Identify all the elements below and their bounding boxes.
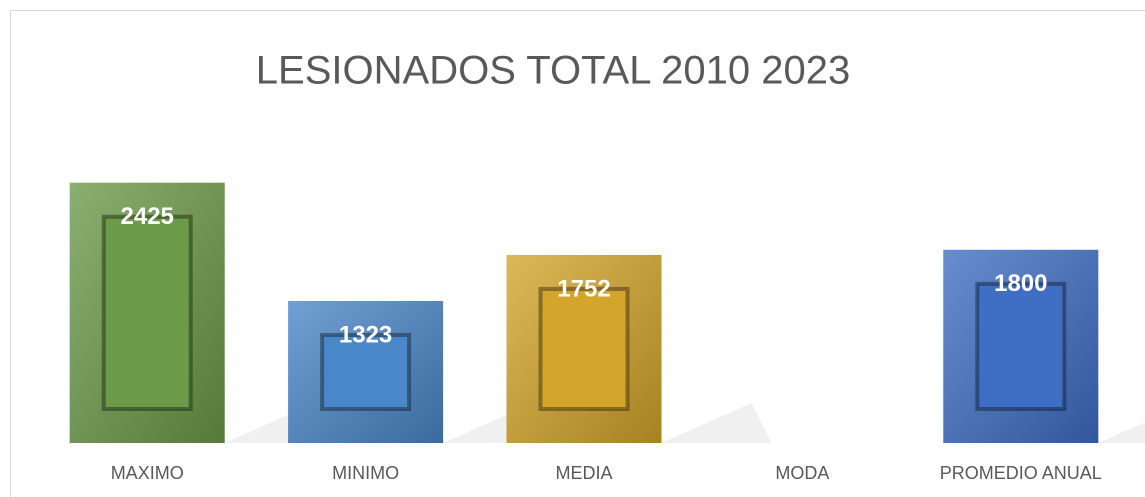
bar-inner bbox=[538, 286, 630, 411]
data-label: 1752 bbox=[557, 275, 610, 302]
x-tick-label: MODA bbox=[775, 463, 829, 483]
x-tick-label: MAXIMO bbox=[111, 463, 184, 483]
bar-inner bbox=[975, 281, 1067, 411]
x-tick-label: PROMEDIO ANUAL bbox=[940, 463, 1102, 483]
bar-shadow bbox=[1098, 422, 1145, 443]
x-tick-label: MEDIA bbox=[555, 463, 612, 483]
data-label: 1323 bbox=[339, 321, 392, 348]
data-label: 2425 bbox=[121, 203, 174, 230]
bar-inner bbox=[320, 332, 412, 411]
bar-inner bbox=[101, 214, 193, 411]
chart-title: LESIONADOS TOTAL 2010 2023 bbox=[256, 49, 850, 93]
x-tick-label: MINIMO bbox=[332, 463, 399, 483]
bar-shadow bbox=[661, 403, 772, 443]
data-label: 1800 bbox=[994, 270, 1047, 297]
